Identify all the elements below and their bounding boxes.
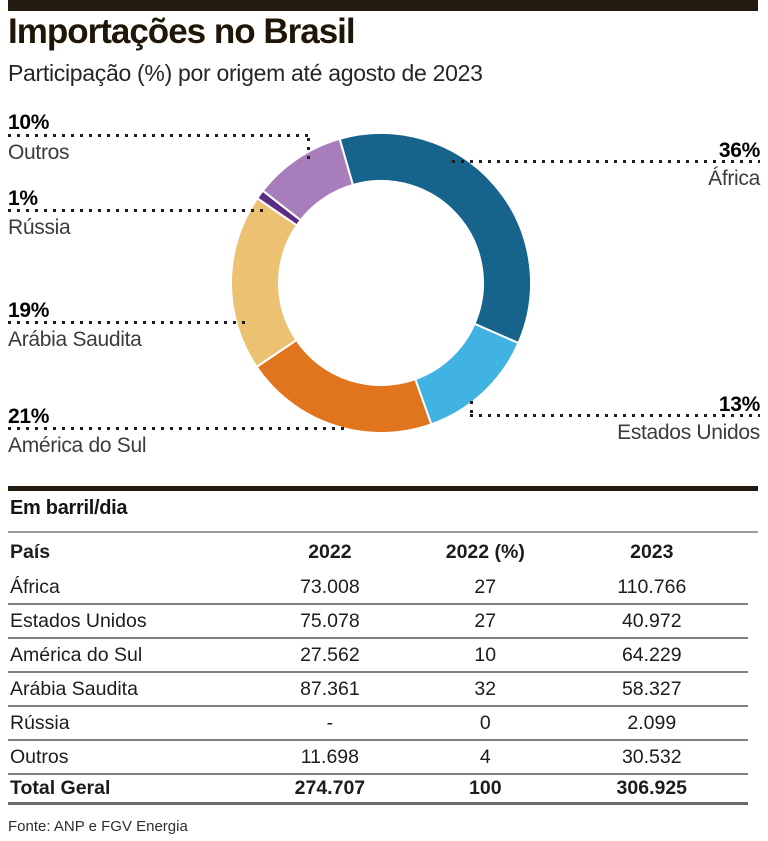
table-cell: 110.766 bbox=[555, 571, 748, 605]
col-header-2022: 2022 bbox=[308, 540, 352, 563]
table-cell: África bbox=[8, 571, 245, 605]
col-header-2022-pct: 2022 (%) bbox=[445, 540, 525, 563]
table-cell: 10 bbox=[414, 638, 556, 673]
table-cell: Estados Unidos bbox=[8, 604, 245, 639]
top-rule-bar bbox=[8, 0, 758, 11]
section-divider-bar bbox=[8, 486, 758, 491]
table-cell: 2.099 bbox=[555, 706, 748, 741]
leader-line-outros-vertical bbox=[307, 138, 310, 162]
leader-line-outros bbox=[8, 134, 310, 137]
callout-name-arabia-saudita: Arábia Saudita bbox=[8, 328, 142, 351]
page-subtitle: Participação (%) por origem até agosto d… bbox=[8, 60, 483, 86]
table-row: Arábia Saudita 87.361 32 58.327 bbox=[8, 672, 748, 707]
table-cell: 0 bbox=[414, 706, 556, 741]
table-cell: 306.925 bbox=[555, 774, 748, 805]
leader-line-africa bbox=[452, 160, 760, 163]
table-cell: - bbox=[244, 706, 415, 741]
table-cell: Total Geral bbox=[8, 774, 245, 805]
table-row: África 73.008 27 110.766 bbox=[8, 571, 748, 605]
table-row: América do Sul 27.562 10 64.229 bbox=[8, 638, 748, 673]
table-cell: 58.327 bbox=[555, 672, 748, 707]
donut-slice-áfrica bbox=[338, 132, 532, 345]
donut-slice-arábia-saudita bbox=[229, 197, 298, 368]
table-cell: Rússia bbox=[8, 706, 245, 741]
table-total-row: Total Geral 274.707 100 306.925 bbox=[8, 774, 748, 805]
table-cell: 274.707 bbox=[244, 774, 415, 805]
callout-name-america-do-sul: América do Sul bbox=[8, 434, 147, 457]
table-cell: América do Sul bbox=[8, 638, 245, 673]
table-section-label: Em barril/dia bbox=[10, 497, 128, 519]
table-cell: 30.532 bbox=[555, 740, 748, 775]
table-cell: 75.078 bbox=[244, 604, 415, 639]
table-cell: Outros bbox=[8, 740, 245, 775]
callout-pct-america-do-sul: 21% bbox=[8, 405, 50, 428]
donut-chart bbox=[229, 132, 532, 434]
donut-slice-outros bbox=[261, 137, 354, 222]
donut-slice-estados-unidos bbox=[414, 322, 520, 426]
col-header-pais: País bbox=[10, 540, 51, 563]
table-cell: 27.562 bbox=[244, 638, 415, 673]
table-cell: 27 bbox=[414, 571, 556, 605]
leader-line-estados-unidos-vertical bbox=[470, 401, 473, 414]
table-top-rule bbox=[8, 531, 758, 533]
callout-pct-russia: 1% bbox=[8, 187, 38, 210]
table-cell: 27 bbox=[414, 604, 556, 639]
table-cell: 64.229 bbox=[555, 638, 748, 673]
leader-line-america-do-sul bbox=[8, 427, 346, 430]
leader-line-arabia-saudita bbox=[8, 321, 246, 324]
source-note: Fonte: ANP e FGV Energia bbox=[8, 818, 188, 835]
leader-line-russia bbox=[8, 209, 263, 212]
callout-pct-estados-unidos: 13% bbox=[718, 393, 760, 416]
callout-name-russia: Rússia bbox=[8, 216, 71, 239]
table-cell: 32 bbox=[414, 672, 556, 707]
leader-line-estados-unidos bbox=[470, 414, 760, 417]
table-row: Estados Unidos 75.078 27 40.972 bbox=[8, 604, 748, 639]
table-cell: 100 bbox=[414, 774, 556, 805]
table-cell: 4 bbox=[414, 740, 556, 775]
page-title: Importações no Brasil bbox=[8, 12, 356, 51]
table-cell: 73.008 bbox=[244, 571, 415, 605]
table-cell: 40.972 bbox=[555, 604, 748, 639]
table-row: Rússia -0 2.099 bbox=[8, 706, 748, 741]
callout-pct-outros: 10% bbox=[8, 111, 50, 134]
callout-pct-arabia-saudita: 19% bbox=[8, 299, 50, 322]
callout-name-estados-unidos: Estados Unidos bbox=[617, 421, 760, 444]
col-header-2023: 2023 bbox=[630, 540, 674, 563]
imports-table: País 2022 2022 (%) 2023 África 73.008 27 11… bbox=[8, 533, 748, 805]
callout-name-outros: Outros bbox=[8, 141, 70, 164]
table-cell: 11.698 bbox=[244, 740, 415, 775]
table-cell: 87.361 bbox=[244, 672, 415, 707]
donut-slice-américa-do-sul bbox=[255, 339, 433, 434]
callout-name-africa: África bbox=[708, 167, 760, 190]
data-table-wrap: País 2022 2022 (%) 2023 África 73.008 27 11… bbox=[8, 533, 748, 805]
table-row: Outros 11.698 4 30.532 bbox=[8, 740, 748, 775]
callout-pct-africa: 36% bbox=[718, 139, 760, 162]
table-header-row: País 2022 2022 (%) 2023 bbox=[8, 533, 748, 571]
table-cell: Arábia Saudita bbox=[8, 672, 245, 707]
